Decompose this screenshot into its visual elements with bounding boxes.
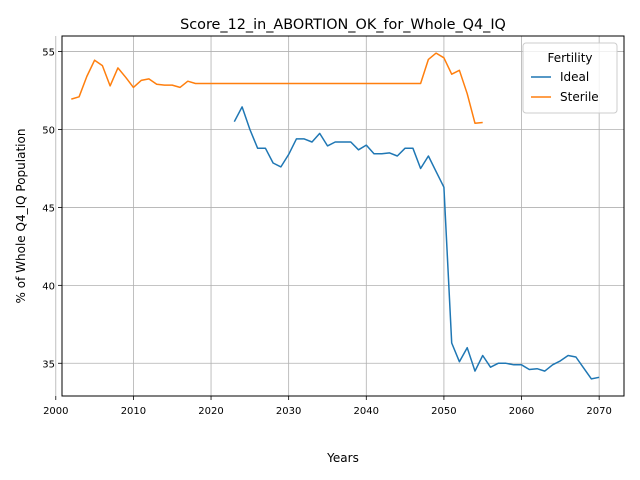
series-lines xyxy=(71,52,600,380)
series-line-sterile xyxy=(71,52,483,125)
x-tick-label: 2040 xyxy=(354,406,379,417)
y-axis-ticks: 35 40 45 50 55 xyxy=(42,48,62,370)
x-tick-label: 2070 xyxy=(586,406,611,417)
legend-title: Fertility xyxy=(547,51,592,65)
y-tick-label: 40 xyxy=(42,281,55,292)
y-tick-label: 45 xyxy=(42,203,55,214)
x-tick-label: 2010 xyxy=(121,406,146,417)
x-tick-label: 2020 xyxy=(198,406,223,417)
legend-label-sterile: Sterile xyxy=(560,90,599,104)
x-tick-label: 2030 xyxy=(276,406,301,417)
y-tick-label: 50 xyxy=(42,126,55,137)
chart-title: Score_12_in_ABORTION_OK_for_Whole_Q4_IQ xyxy=(180,17,506,33)
y-axis-label: % of Whole Q4_IQ Population xyxy=(14,129,28,304)
series-line-ideal xyxy=(233,106,600,380)
x-tick-label: 2060 xyxy=(509,406,534,417)
y-tick-label: 55 xyxy=(42,48,55,59)
x-tick-label: 2000 xyxy=(43,406,68,417)
legend-box xyxy=(522,42,618,114)
legend: Fertility Ideal Sterile xyxy=(522,42,618,114)
y-tick-label: 35 xyxy=(42,359,55,370)
legend-label-ideal: Ideal xyxy=(560,70,589,84)
plot-area-frame xyxy=(61,35,625,397)
x-axis-ticks: 2000 2010 2020 2030 2040 2050 2060 2070 xyxy=(43,396,612,417)
x-axis-label: Years xyxy=(326,451,359,465)
x-tick-label: 2050 xyxy=(431,406,456,417)
